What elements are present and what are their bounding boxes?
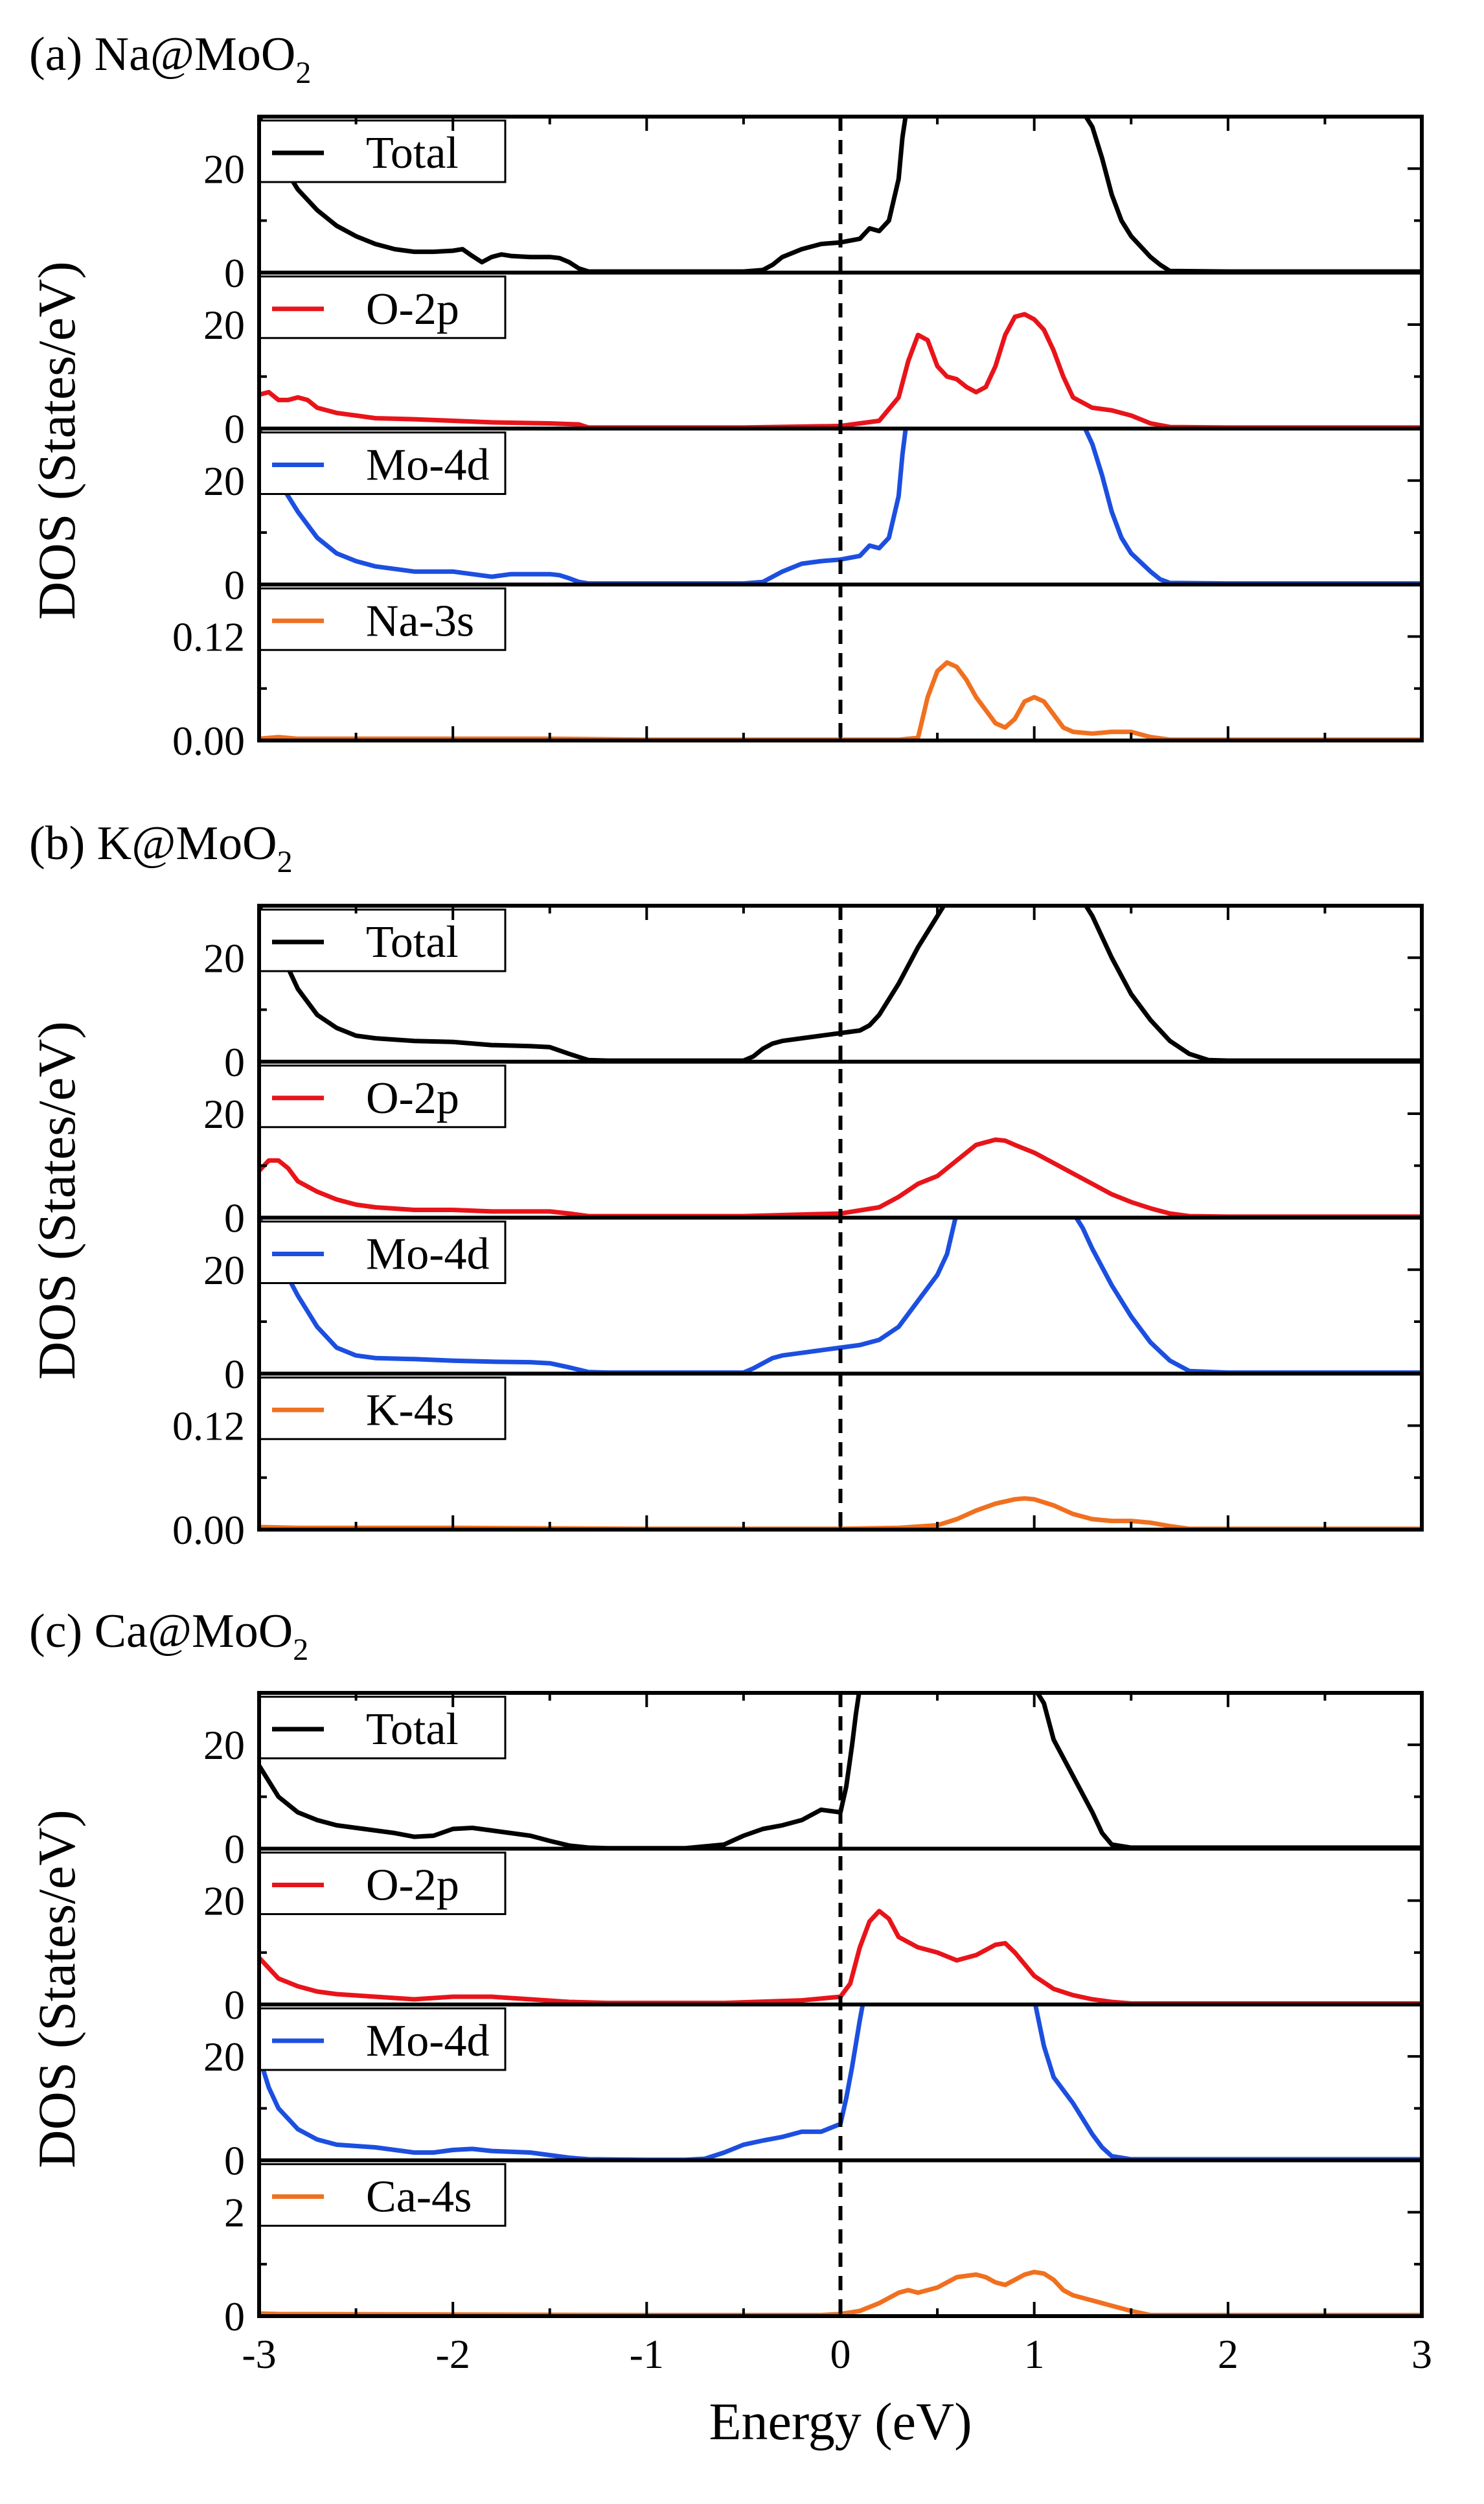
y-tick-label: 0 (224, 1039, 245, 1085)
y-tick-label: 20 (203, 458, 245, 504)
x-tick-label: 3 (1411, 2331, 1432, 2377)
y-axis-label: DOS (States/eV) (27, 1021, 86, 1379)
x-tick-label: -3 (242, 2331, 276, 2377)
panel-title-subscript: 2 (277, 845, 293, 879)
y-tick-label: 0 (224, 562, 245, 608)
legend-label: Ca-4s (366, 2172, 472, 2222)
subplot-total: 0 20 Total (203, 1692, 1422, 1872)
legend-label: O-2p (366, 1074, 459, 1123)
x-tick-label: 0 (830, 2331, 851, 2377)
dos-curve-o-2p (259, 1909, 1422, 2004)
y-tick-label: 20 (203, 1091, 245, 1137)
legend-label: O-2p (366, 284, 459, 334)
y-tick-label: 0.00 (172, 718, 245, 764)
y-tick-label: 0.12 (172, 614, 245, 660)
y-tick-label: 0.12 (172, 1403, 245, 1449)
panel-title: (b) K@MoO2 (29, 817, 293, 879)
legend-label: Total (366, 128, 459, 178)
panel-title: (c) Ca@MoO2 (29, 1605, 308, 1667)
x-tick-label: 1 (1024, 2331, 1045, 2377)
panel-frame (257, 115, 1424, 742)
dos-curve-o-2p (259, 1137, 1422, 1218)
y-tick-label: 20 (203, 935, 245, 981)
subplot-mo-4d: 0 20 Mo-4d (203, 426, 1422, 608)
dos-curve-o-2p (259, 312, 1422, 429)
x-tick-label: -2 (436, 2331, 470, 2377)
subplot-o-2p: 0 20 O-2p (203, 1846, 1422, 2028)
panel-title-text: (c) Ca@MoO (29, 1605, 293, 1658)
subplot-ca-4s: 0 2 Ca-4s (224, 2158, 1422, 2339)
y-tick-label: 0 (224, 2293, 245, 2339)
panel-title: (a) Na@MoO2 (29, 28, 311, 90)
y-tick-label: 0 (224, 406, 245, 452)
panel-frame (257, 904, 1424, 1532)
legend-label: K-4s (366, 1385, 454, 1435)
panel-title-subscript: 2 (295, 56, 311, 90)
dos-curve-mo-4d (259, 1217, 1422, 1374)
subplot-total: 0 20 Total (203, 115, 1422, 296)
legend-label: Na-3s (366, 596, 474, 646)
legend-label: Mo-4d (366, 2016, 490, 2066)
legend-label: O-2p (366, 1861, 459, 1911)
y-tick-label: 20 (203, 146, 245, 192)
y-axis-label: DOS (States/eV) (27, 1809, 86, 2168)
subplot-o-2p: 0 20 O-2p (203, 270, 1422, 452)
x-tick-label: 2 (1218, 2331, 1239, 2377)
y-tick-label: 0 (224, 250, 245, 296)
panel-title-text: (a) Na@MoO (29, 28, 295, 81)
dos-curve-mo-4d (259, 428, 1422, 585)
y-tick-label: 2 (224, 2190, 245, 2236)
y-axis-label: DOS (States/eV) (27, 261, 86, 619)
y-tick-label: 0 (224, 1351, 245, 1397)
panel-title-subscript: 2 (293, 1633, 308, 1667)
x-axis-label: Energy (eV) (709, 2392, 972, 2451)
subplot-total: 0 20 Total (203, 904, 1422, 1085)
subplot-o-2p: 0 20 O-2p (203, 1059, 1422, 1241)
legend-label: Mo-4d (366, 1230, 490, 1280)
legend-label: Total (366, 917, 459, 967)
x-tick-label: -1 (630, 2331, 664, 2377)
subplot-k-4s: 0.00 0.12 K-4s (172, 1372, 1422, 1553)
legend-label: Total (366, 1705, 459, 1754)
y-tick-label: 20 (203, 2034, 245, 2080)
y-tick-label: 20 (203, 1247, 245, 1293)
subplot-mo-4d: 0 20 Mo-4d (203, 2003, 1422, 2184)
y-tick-label: 0.00 (172, 1507, 245, 1553)
y-tick-label: 0 (224, 1826, 245, 1872)
subplot-mo-4d: 0 20 Mo-4d (203, 1215, 1422, 1397)
panel-frame (257, 1691, 1424, 2318)
panel-title-text: (b) K@MoO (29, 817, 277, 870)
y-tick-label: 20 (203, 1878, 245, 1924)
legend-label: Mo-4d (366, 441, 490, 490)
dos-curve-total (259, 906, 1422, 1062)
y-tick-label: 20 (203, 1722, 245, 1768)
subplot-na-3s: 0.00 0.12 Na-3s (172, 582, 1422, 764)
y-tick-label: 20 (203, 302, 245, 348)
y-tick-label: 0 (224, 1195, 245, 1241)
y-tick-label: 0 (224, 1982, 245, 2028)
dos-curve-mo-4d (259, 2004, 1422, 2161)
y-tick-label: 0 (224, 2138, 245, 2184)
dos-curve-total (259, 1693, 1422, 1849)
dos-curve-total (259, 117, 1422, 273)
